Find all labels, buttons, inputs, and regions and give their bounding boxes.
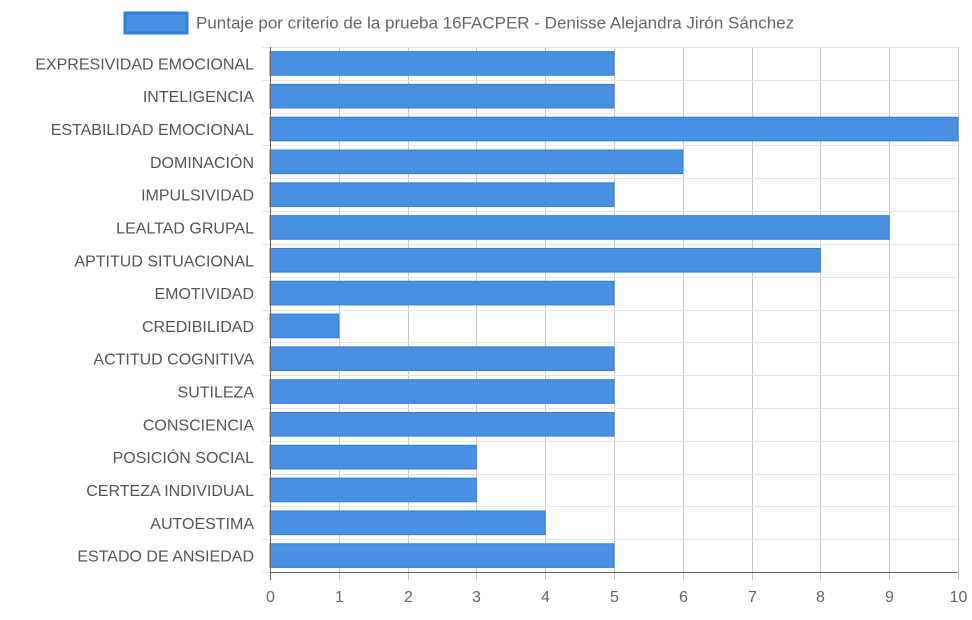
legend-label: Puntaje por criterio de la prueba 16FACP…	[196, 14, 794, 33]
y-category-label: SUTILEZA	[178, 385, 255, 402]
y-category-label: ESTABILIDAD EMOCIONAL	[51, 122, 254, 139]
x-tick-label: 5	[610, 589, 619, 606]
bar[interactable]	[269, 215, 890, 240]
y-category-label: INTELIGENCIA	[143, 89, 254, 106]
x-tick-label: 1	[335, 589, 344, 606]
y-axis-labels: EXPRESIVIDAD EMOCIONAL INTELIGENCIA ESTABI…	[35, 56, 254, 565]
bar[interactable]	[269, 477, 477, 503]
bar[interactable]	[269, 51, 615, 76]
bar[interactable]	[269, 346, 615, 372]
x-tick-label: 6	[679, 589, 688, 606]
bar[interactable]	[269, 444, 477, 470]
y-category-label: ACTITUD COGNITIVA	[93, 352, 254, 369]
bar[interactable]	[269, 280, 615, 306]
x-axis-labels: 0 1 2 3 4 5 6 7 8 9 10	[266, 589, 967, 606]
x-tick-label: 9	[885, 589, 894, 606]
y-category-label: CERTEZA INDIVIDUAL	[86, 483, 254, 500]
legend[interactable]: Puntaje por criterio de la prueba 16FACP…	[123, 11, 794, 35]
x-tick-label: 2	[404, 589, 413, 606]
y-category-label: EMOTIVIDAD	[154, 286, 254, 303]
y-category-label: LEALTAD GRUPAL	[116, 220, 254, 237]
y-category-label: DOMINACIÓN	[150, 153, 254, 172]
bar[interactable]	[269, 182, 615, 207]
y-category-label: AUTOESTIMA	[150, 516, 254, 533]
x-tick-label: 7	[748, 589, 757, 606]
legend-swatch	[123, 11, 189, 35]
y-category-label: EXPRESIVIDAD EMOCIONAL	[35, 56, 254, 73]
bars	[269, 51, 959, 568]
x-tick-label: 8	[816, 589, 825, 606]
x-tick-label: 4	[541, 589, 550, 606]
bar[interactable]	[269, 412, 615, 437]
axes	[270, 47, 958, 573]
y-category-label: POSICIÓN SOCIAL	[113, 448, 254, 467]
x-tick-label: 0	[266, 589, 275, 606]
y-category-label: CREDIBILIDAD	[142, 319, 254, 336]
bar[interactable]	[269, 83, 615, 109]
bar[interactable]	[269, 149, 684, 175]
x-tick-label: 10	[950, 589, 968, 606]
bar[interactable]	[269, 313, 340, 339]
x-tick-label: 3	[472, 589, 481, 606]
y-category-label: CONSCIENCIA	[143, 417, 254, 434]
y-category-label: APTITUD SITUACIONAL	[74, 253, 254, 270]
bar[interactable]	[269, 379, 615, 404]
y-category-label: IMPULSIVIDAD	[141, 188, 254, 205]
bar[interactable]	[269, 116, 959, 142]
bar[interactable]	[269, 510, 546, 536]
y-category-label: ESTADO DE ANSIEDAD	[77, 549, 254, 566]
bar[interactable]	[269, 247, 821, 273]
bar[interactable]	[269, 543, 615, 568]
